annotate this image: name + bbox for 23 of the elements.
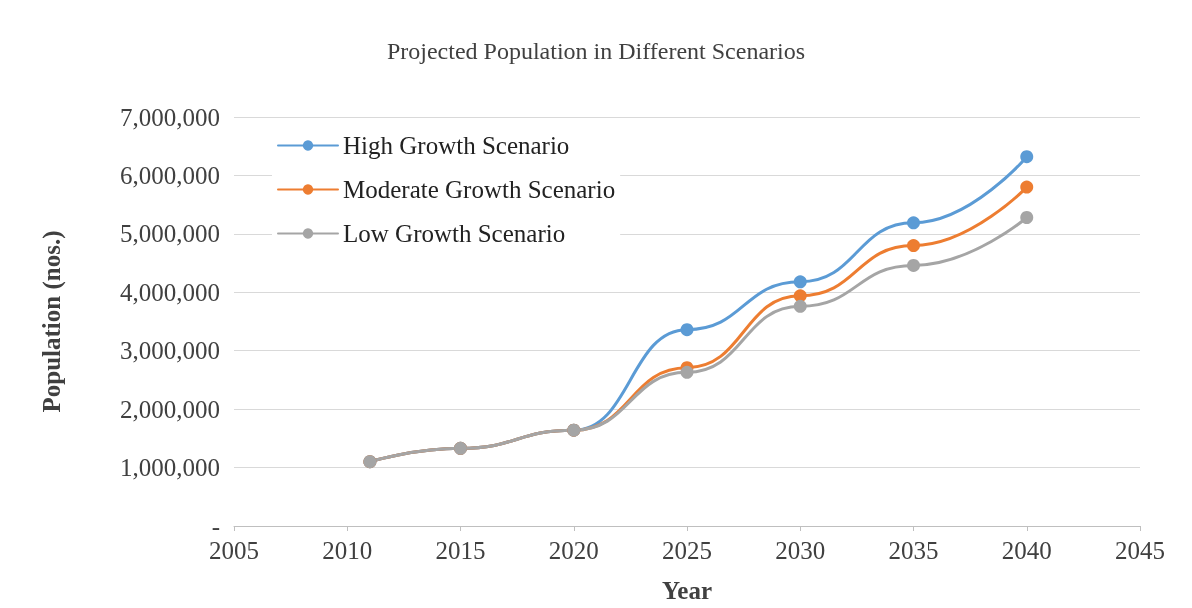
legend-label: High Growth Scenario xyxy=(343,132,570,159)
y-tick-label: 1,000,000 xyxy=(120,454,220,482)
x-tick-label: 2010 xyxy=(322,537,373,564)
x-tick-label: 2020 xyxy=(548,537,599,564)
y-tick-label: 3,000,000 xyxy=(120,337,220,365)
legend-label: Low Growth Scenario xyxy=(343,220,566,247)
x-tick-label: 2015 xyxy=(435,537,486,564)
chart-title: Projected Population in Different Scenarios xyxy=(386,38,806,64)
x-tick-label: 2025 xyxy=(662,537,712,564)
y-tick-label: 6,000,000 xyxy=(120,161,220,189)
y-tick-label: 7,000,000 xyxy=(120,103,220,131)
y-tick-label: 4,000,000 xyxy=(120,278,220,306)
y-tick-label: 5,000,000 xyxy=(120,220,220,248)
y-tick-label: - xyxy=(211,512,220,540)
y-tick-label: 2,000,000 xyxy=(120,395,220,423)
x-tick-label: 2040 xyxy=(1001,537,1052,564)
x-tick-label: 2045 xyxy=(1115,537,1165,564)
x-axis-title: Year xyxy=(662,577,712,604)
x-tick-label: 2035 xyxy=(888,537,939,564)
y-axis-title: Population (nos.) xyxy=(38,230,66,413)
x-tick-label: 2030 xyxy=(775,537,826,564)
x-tick-label: 2005 xyxy=(209,537,259,564)
legend-label: Moderate Growth Scenario xyxy=(343,176,616,203)
